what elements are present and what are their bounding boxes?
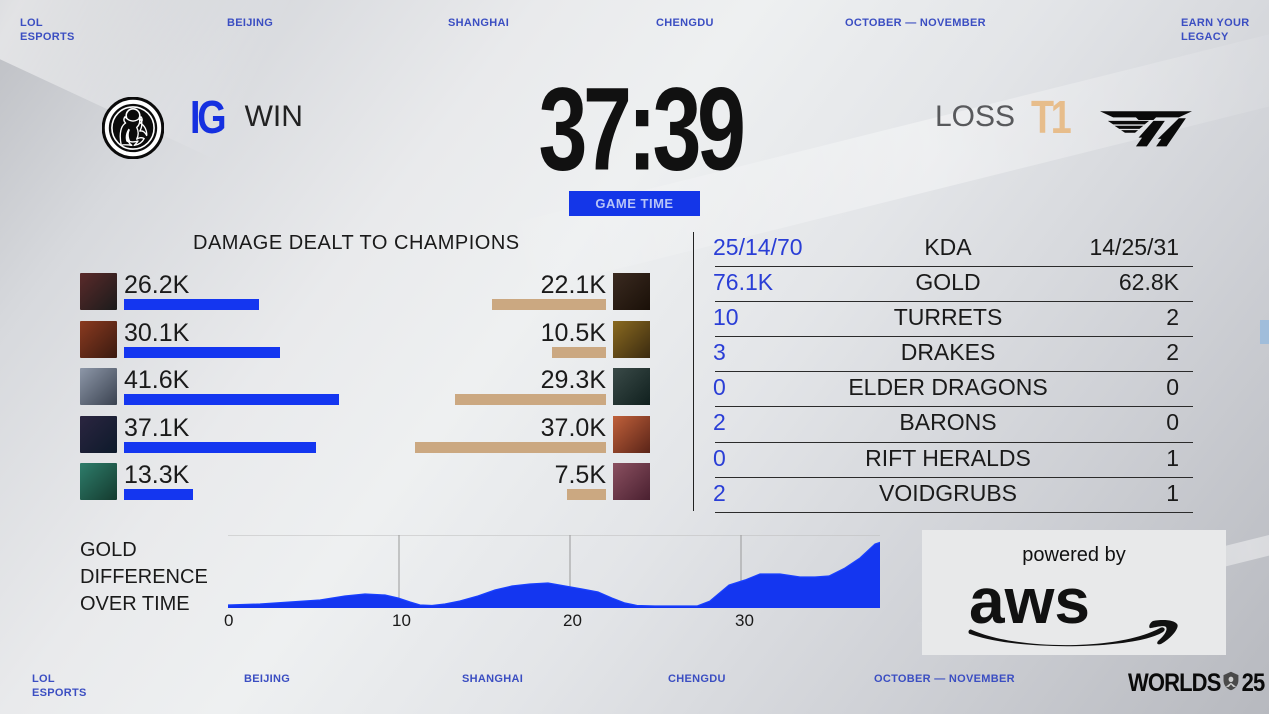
svg-text:aws: aws [969, 568, 1090, 637]
